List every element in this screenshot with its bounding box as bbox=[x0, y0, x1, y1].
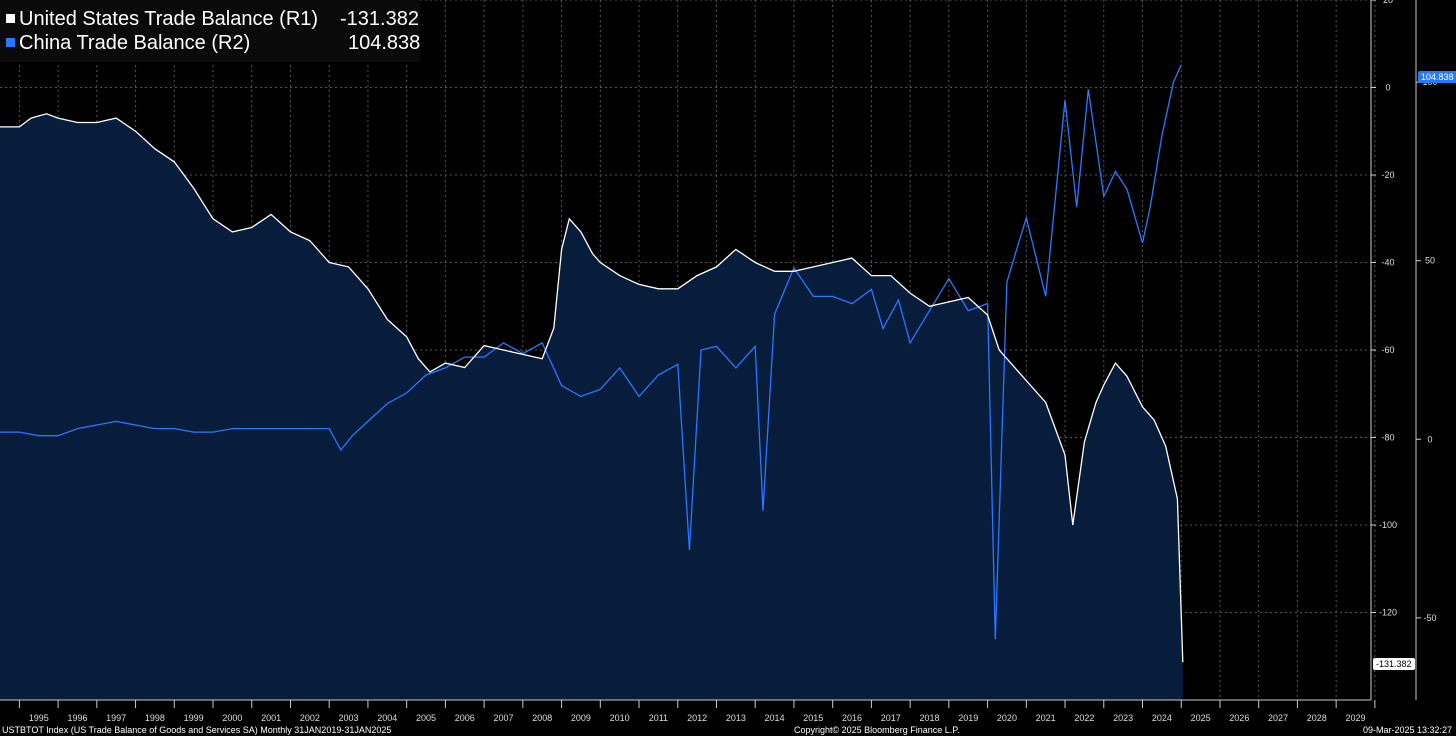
footer-copyright: Copyright© 2025 Bloomberg Finance L.P. bbox=[794, 725, 960, 735]
x-tick-label: 2026 bbox=[1229, 713, 1249, 723]
legend-swatch-us bbox=[6, 14, 15, 23]
x-tick-label: 2001 bbox=[261, 713, 281, 723]
x-tick-label: 2025 bbox=[1191, 713, 1211, 723]
legend-value-china: 104.838 bbox=[348, 32, 421, 54]
x-tick-label: 2024 bbox=[1152, 713, 1172, 723]
right-axes: 200-20-40-60-80-100-120100500-50 bbox=[1370, 0, 1438, 700]
r1-tick-label: -120 bbox=[1379, 608, 1397, 618]
legend: United States Trade Balance (R1) -131.38… bbox=[0, 0, 420, 62]
footer-timestamp: 09-Mar-2025 13:32:27 bbox=[1362, 725, 1452, 735]
us-area-fill bbox=[0, 113, 1183, 701]
x-tick-label: 2004 bbox=[377, 713, 397, 723]
china-last-value-tag: 104.838 bbox=[1418, 71, 1456, 83]
china-trade-balance-line bbox=[0, 64, 1182, 640]
legend-value-us: -131.382 bbox=[340, 8, 419, 30]
x-tick-label: 2022 bbox=[1074, 713, 1094, 723]
x-tick-label: 1996 bbox=[67, 713, 87, 723]
r2-tick-label: 0 bbox=[1427, 434, 1432, 444]
x-tick-label: 2029 bbox=[1345, 713, 1365, 723]
r1-tick-label: 0 bbox=[1385, 83, 1390, 93]
x-tick-label: 2016 bbox=[842, 713, 862, 723]
r1-tick-label: -80 bbox=[1381, 433, 1394, 443]
r1-tick-label: -20 bbox=[1381, 170, 1394, 180]
x-tick-label: 2008 bbox=[532, 713, 552, 723]
series-lines bbox=[0, 64, 1184, 663]
x-tick-label: 2027 bbox=[1268, 713, 1288, 723]
x-tick-label: 2028 bbox=[1307, 713, 1327, 723]
x-tick-label: 2018 bbox=[919, 713, 939, 723]
x-tick-label: 2012 bbox=[687, 713, 707, 723]
x-tick-label: 1997 bbox=[106, 713, 126, 723]
legend-label-china: China Trade Balance (R2) bbox=[19, 32, 251, 54]
x-tick-label: 2014 bbox=[765, 713, 785, 723]
x-tick-label: 2005 bbox=[416, 713, 436, 723]
r1-tick-label: -40 bbox=[1381, 258, 1394, 268]
x-tick-label: 1995 bbox=[29, 713, 49, 723]
r1-tick-label: -60 bbox=[1381, 345, 1394, 355]
x-tick-label: 1999 bbox=[184, 713, 204, 723]
us-trade-balance-line bbox=[0, 113, 1184, 663]
x-tick-label: 2013 bbox=[726, 713, 746, 723]
legend-item-us: United States Trade Balance (R1) -131.38… bbox=[6, 8, 419, 30]
x-tick-label: 2011 bbox=[649, 713, 668, 723]
x-tick-label: 2017 bbox=[881, 713, 901, 723]
r2-tick-label: -50 bbox=[1423, 613, 1436, 623]
us-last-value-tag: -131.382 bbox=[1373, 658, 1415, 670]
r2-tick-label: 50 bbox=[1425, 256, 1435, 266]
x-tick-label: 2009 bbox=[571, 713, 591, 723]
legend-label-us: United States Trade Balance (R1) bbox=[19, 8, 319, 30]
x-tick-label: 2019 bbox=[958, 713, 978, 723]
x-tick-label: 2015 bbox=[803, 713, 823, 723]
x-tick-label: 1998 bbox=[145, 713, 165, 723]
x-tick-label: 2007 bbox=[493, 713, 513, 723]
legend-swatch-china bbox=[6, 38, 15, 47]
r1-tick-label: -100 bbox=[1379, 520, 1397, 530]
x-tick-label: 2003 bbox=[339, 713, 359, 723]
x-tick-label: 2000 bbox=[222, 713, 242, 723]
x-tick-label: 2021 bbox=[1036, 713, 1056, 723]
x-tick-label: 2020 bbox=[997, 713, 1017, 723]
footer-index-description: USTBTOT Index (US Trade Balance of Goods… bbox=[2, 725, 392, 735]
us-trade-balance-area bbox=[0, 113, 1183, 701]
x-axis: 1995 1996 1997 1998 1999 2000 2001 2002 2003 2004… bbox=[0, 699, 1376, 723]
r1-tick-label: 20 bbox=[1383, 0, 1393, 5]
x-tick-label: 2010 bbox=[610, 713, 630, 723]
x-tick-label: 2002 bbox=[300, 713, 320, 723]
x-tick-label: 2023 bbox=[1113, 713, 1133, 723]
legend-item-china: China Trade Balance (R2) 104.838 bbox=[6, 32, 420, 54]
x-tick-label: 2006 bbox=[455, 713, 475, 723]
